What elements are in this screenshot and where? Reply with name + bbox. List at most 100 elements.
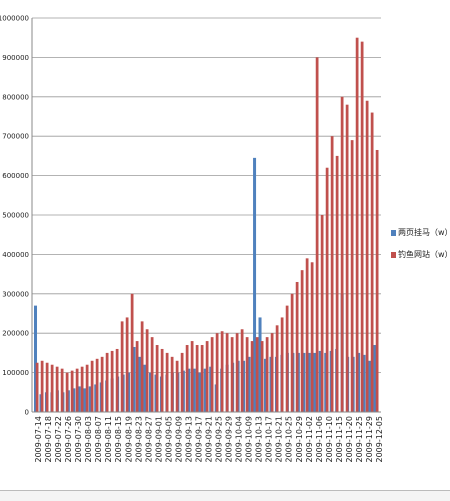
bar-red — [295, 281, 299, 412]
x-tick-label: 2009-08-23 — [134, 416, 143, 463]
bar-red — [150, 337, 154, 412]
x-tick-label: 2009-08-07 — [94, 416, 103, 463]
y-tick-label: 300000 — [2, 290, 29, 298]
bar-red — [40, 360, 44, 412]
x-tick-label: 2009-11-25 — [355, 416, 364, 463]
bar-red — [360, 41, 364, 412]
bar-red — [230, 337, 234, 412]
bar-red — [105, 352, 109, 412]
bar-blue — [34, 305, 38, 412]
bar-red — [340, 96, 344, 413]
bar-red — [285, 305, 289, 412]
bar-red — [165, 352, 169, 412]
bar-blue — [324, 352, 328, 412]
x-tick-label: 2009-10-21 — [275, 416, 284, 463]
bar-red — [80, 366, 84, 412]
x-tick-label: 2009-11-06 — [315, 416, 324, 463]
x-tick-label: 2009-07-18 — [44, 416, 53, 463]
bar-blue — [302, 352, 306, 412]
bar-red — [65, 372, 69, 412]
x-tick-label: 2009-11-20 — [345, 416, 354, 463]
x-tick-label: 2009-07-14 — [34, 416, 43, 463]
bar-red — [115, 348, 119, 412]
legend-swatch-red — [391, 252, 396, 258]
bar-red — [220, 331, 224, 412]
x-tick-label: 2009-08-27 — [144, 416, 153, 463]
y-tick-label: 0 — [25, 409, 29, 417]
bar-red — [135, 341, 139, 412]
sheet-bottom-strip — [0, 490, 450, 501]
bar-blue — [357, 352, 361, 412]
bar-red — [50, 364, 54, 412]
bar-blue — [94, 384, 98, 412]
bar-blue — [83, 388, 87, 412]
bar-blue — [373, 345, 377, 412]
legend-label-red: 钓鱼网站（w） — [398, 249, 450, 259]
bar-red — [290, 293, 294, 412]
bar-red — [265, 337, 269, 412]
bar-blue — [318, 350, 322, 412]
x-tick-label: 2009-10-13 — [255, 416, 264, 463]
bar-blue — [77, 386, 81, 412]
bar-red — [355, 37, 359, 412]
bar-red — [315, 57, 319, 413]
x-tick-label: 2009-10-04 — [235, 416, 244, 463]
bar-red — [305, 258, 309, 412]
bar-red — [260, 341, 264, 412]
bar-red — [195, 345, 199, 412]
bar-blue — [242, 360, 246, 412]
bar-red — [280, 317, 284, 412]
x-tick-label: 2009-10-09 — [245, 416, 254, 463]
bar-blue — [362, 354, 366, 412]
bar-red — [235, 333, 239, 412]
x-tick-label: 2009-09-05 — [164, 416, 173, 463]
bar-red — [160, 348, 164, 412]
bar-blue — [143, 364, 147, 412]
y-tick-label: 1000000 — [0, 15, 29, 23]
bar-red — [175, 360, 179, 412]
bar-red — [145, 329, 149, 412]
bar-red — [310, 262, 314, 412]
bar-red — [240, 329, 244, 412]
bar-blue — [203, 368, 207, 412]
x-tick-label: 2009-09-17 — [194, 416, 203, 463]
x-tick-label: 2009-07-26 — [64, 416, 73, 463]
bar-red — [320, 215, 324, 412]
x-tick-label: 2009-07-22 — [54, 416, 63, 463]
bar-red — [130, 293, 134, 412]
x-tick-label: 2009-10-17 — [265, 416, 274, 463]
bar-blue — [307, 352, 311, 412]
gridlines — [32, 17, 381, 374]
bar-blue — [247, 356, 251, 412]
bar-red — [190, 341, 194, 412]
bar-red — [170, 356, 174, 412]
bar-blue — [313, 352, 317, 412]
bar-red — [55, 366, 59, 412]
bar-red — [200, 345, 204, 412]
x-tick-label: 2009-08-11 — [104, 416, 113, 463]
bar-blue — [72, 388, 76, 412]
y-tick-labels: 0 100000 200000 300000 400000 500000 600000 700… — [0, 15, 29, 417]
x-tick-label: 2009-11-10 — [325, 416, 334, 463]
x-tick-label: 2009-12-05 — [375, 416, 384, 463]
bar-red — [330, 136, 334, 412]
y-tick-label: 600000 — [2, 172, 29, 180]
bar-red — [185, 345, 189, 412]
x-tick-label: 2009-08-15 — [114, 416, 123, 463]
bar-red — [60, 368, 64, 412]
x-tick-label: 2009-09-21 — [205, 416, 214, 463]
bar-red — [90, 360, 94, 412]
x-tick-label: 2009-09-29 — [225, 416, 234, 463]
y-tick-label: 100000 — [2, 369, 29, 377]
y-tick-label: 700000 — [2, 133, 29, 141]
x-tick-label: 2009-11-29 — [365, 416, 374, 463]
x-tick-label: 2009-11-15 — [335, 416, 344, 463]
bar-red — [245, 337, 249, 412]
bar-red — [120, 321, 124, 412]
y-tick-label: 800000 — [2, 93, 29, 101]
bar-red — [205, 341, 209, 412]
bar-red — [375, 149, 379, 413]
bar-blue — [192, 368, 196, 412]
bar-red — [270, 333, 274, 412]
bar-blue — [149, 372, 153, 412]
